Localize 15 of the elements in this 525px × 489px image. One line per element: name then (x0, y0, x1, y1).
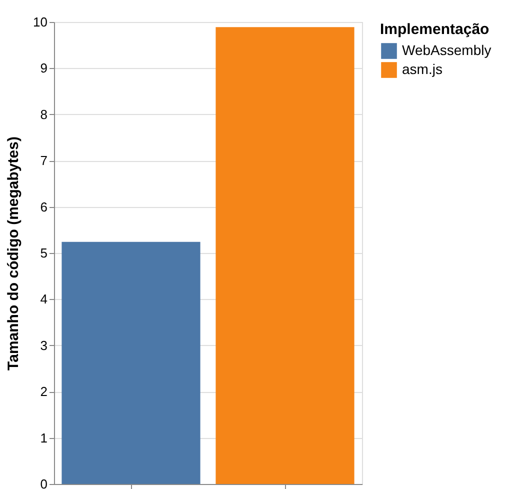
legend-label: WebAssembly (402, 42, 492, 58)
y-tick-label: 0 (40, 476, 48, 489)
y-tick-label: 6 (40, 199, 48, 214)
y-axis-title: Tamanho do código (megabytes) (5, 136, 22, 370)
y-tick-label: 4 (40, 292, 48, 307)
y-tick-label: 3 (40, 338, 48, 353)
y-tick-label: 5 (40, 246, 48, 260)
y-tick-label: 8 (40, 106, 48, 122)
legend-title: Implementação (380, 21, 490, 38)
legend-label: asm.js (402, 61, 442, 77)
y-tick-label: 7 (40, 153, 48, 168)
y-tick-label: 9 (40, 60, 48, 76)
y-tick-label: 10 (33, 14, 48, 30)
y-tick-label: 1 (40, 430, 48, 446)
y-tick-label: 2 (40, 384, 48, 400)
